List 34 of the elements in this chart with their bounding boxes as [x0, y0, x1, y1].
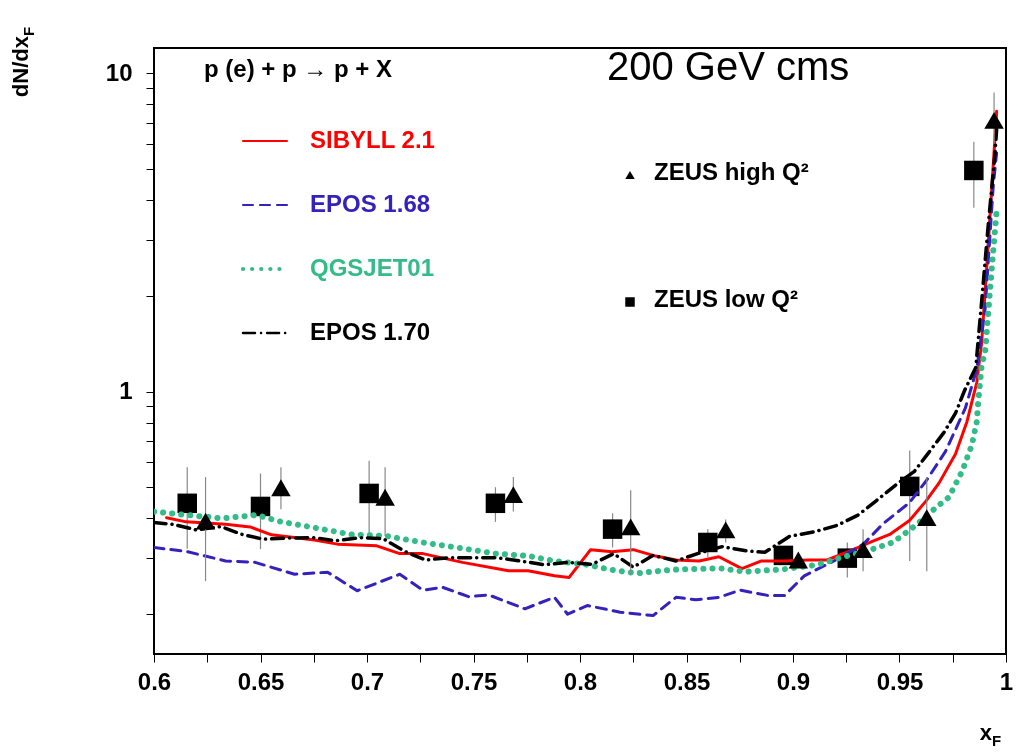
point — [984, 111, 1004, 129]
point — [375, 488, 395, 506]
point — [964, 160, 984, 181]
legend-label: EPOS 1.70 — [310, 318, 431, 345]
x-tick-label: 0.9 — [776, 667, 811, 695]
legend-label: SIBYLL 2.1 — [310, 126, 435, 153]
x-tick-label: 0.7 — [350, 667, 385, 695]
x-tick-label: 0.65 — [237, 667, 285, 695]
legend-label: QGSJET01 — [310, 254, 435, 281]
legend-label: ZEUS low Q² — [654, 285, 799, 312]
point — [271, 479, 291, 497]
x-tick-label: 0.8 — [563, 667, 598, 695]
x-tick-label: 0.95 — [876, 667, 924, 695]
point — [485, 493, 506, 514]
annotation: p (e) + p → p + X — [204, 55, 393, 82]
point — [602, 519, 623, 539]
point — [917, 509, 937, 527]
point — [503, 486, 524, 504]
point — [853, 541, 873, 559]
x-tick-label: 0.85 — [663, 667, 711, 695]
point — [177, 493, 197, 514]
point — [715, 521, 736, 539]
point — [195, 512, 216, 530]
legend-label: EPOS 1.68 — [310, 190, 431, 217]
point — [359, 483, 379, 504]
y-tick-label: 10 — [105, 58, 133, 86]
x-tick-label: 0.6 — [137, 667, 172, 695]
legend-label: ZEUS high Q² — [654, 158, 809, 185]
annotation: 200 GeV cms — [607, 44, 850, 88]
point — [788, 551, 809, 569]
point — [620, 518, 641, 536]
y-axis-title: dN/dxF — [8, 26, 37, 98]
x-tick-label: 1 — [999, 667, 1014, 695]
x-tick-label: 0.75 — [450, 667, 498, 695]
